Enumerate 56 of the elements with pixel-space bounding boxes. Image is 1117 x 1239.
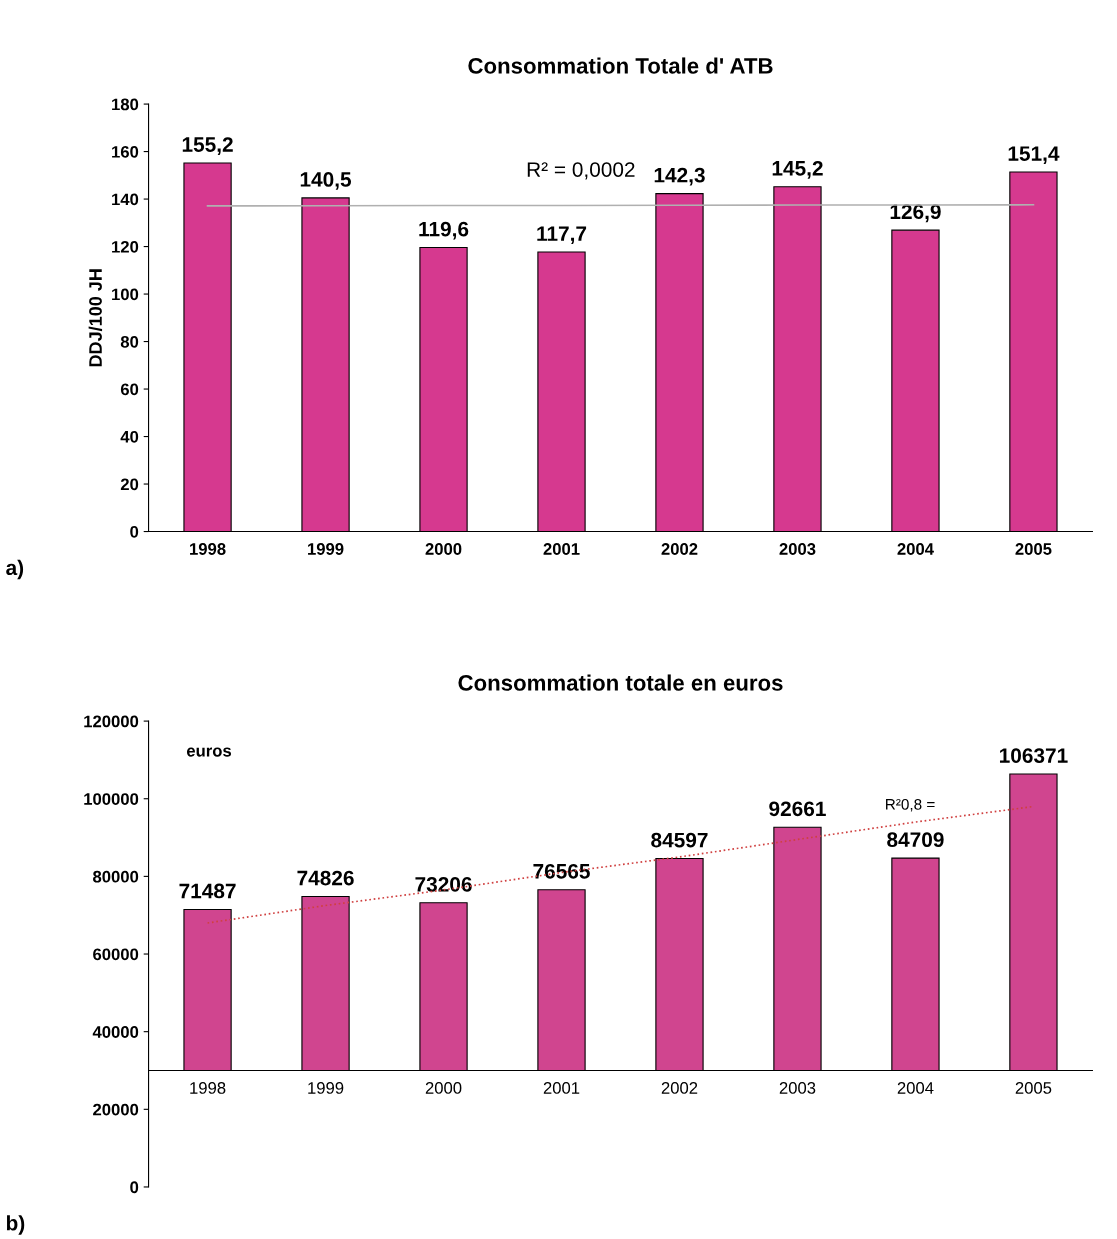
- data-label: 106371: [999, 748, 1068, 763]
- y-tick-label: 40000: [92, 1026, 139, 1038]
- data-label: 84709: [887, 832, 944, 848]
- data-label: 155,2: [182, 137, 233, 155]
- chart-title: Consommation Totale d' ATB: [468, 57, 773, 74]
- y-tick-label: 80: [120, 335, 139, 348]
- y-tick-label: 100: [112, 288, 139, 301]
- data-label: 142,3: [654, 167, 705, 186]
- x-tick-label: 2002: [661, 543, 698, 555]
- data-label: 126,9: [890, 204, 941, 223]
- y-tick-label: 160: [112, 145, 139, 158]
- y-tick-label: 140: [112, 193, 139, 206]
- text: a): [6, 559, 24, 580]
- x-tick-label: 2000: [425, 543, 462, 555]
- y-tick-label: 120000: [84, 715, 139, 728]
- data-label: 73206: [415, 876, 472, 892]
- y-axis-title: DDJ/100 JH: [88, 269, 103, 367]
- x-tick-label: 1999: [308, 1082, 344, 1094]
- y-tick-label: 20: [120, 478, 139, 491]
- y-tick-label: 120: [112, 240, 139, 253]
- x-tick-label: 2005: [1015, 1082, 1052, 1094]
- data-label: 140,5: [300, 172, 352, 190]
- y-tick-label: 60000: [93, 948, 139, 961]
- data-label: 145,2: [772, 160, 823, 179]
- data-label: 117,7: [537, 226, 587, 244]
- y-tick-label: 0: [130, 525, 139, 538]
- y-tick-label: 180: [112, 98, 139, 111]
- y-tick-label: 20000: [93, 1103, 139, 1116]
- y-tick-label: 60: [120, 383, 139, 396]
- x-tick-label: 2001: [543, 543, 580, 555]
- data-label: 84597: [651, 832, 708, 848]
- annotation: euros: [186, 747, 232, 757]
- x-tick-label: 2003: [779, 543, 816, 555]
- y-tick-label: 80000: [93, 870, 139, 883]
- y-tick-label: 40: [120, 430, 139, 443]
- data-label: 119,6: [419, 221, 469, 240]
- annotation: R² = 0,0002: [527, 162, 635, 180]
- y-tick-label: 100000: [84, 793, 139, 805]
- x-tick-label: 2000: [425, 1082, 462, 1094]
- data-label: 74826: [297, 870, 354, 886]
- data-label: 71487: [179, 883, 236, 899]
- x-tick-label: 2001: [543, 1082, 580, 1094]
- x-tick-label: 2004: [897, 1082, 934, 1094]
- x-tick-label: 2003: [779, 1082, 816, 1094]
- x-tick-label: 1998: [190, 1082, 226, 1094]
- annotation: R²0,8 =: [886, 798, 935, 812]
- text: b): [6, 1215, 25, 1235]
- x-tick-label: 2002: [661, 1082, 698, 1094]
- x-tick-label: 2004: [897, 543, 934, 555]
- y-tick-label: 0: [130, 1181, 139, 1194]
- x-tick-label: 2005: [1015, 543, 1052, 555]
- data-label: 151,4: [1008, 146, 1060, 164]
- data-label: 92661: [769, 801, 826, 817]
- chart-title: Consommation totale en euros: [458, 674, 783, 691]
- x-tick-label: 1999: [308, 543, 344, 555]
- x-tick-label: 1998: [190, 543, 226, 555]
